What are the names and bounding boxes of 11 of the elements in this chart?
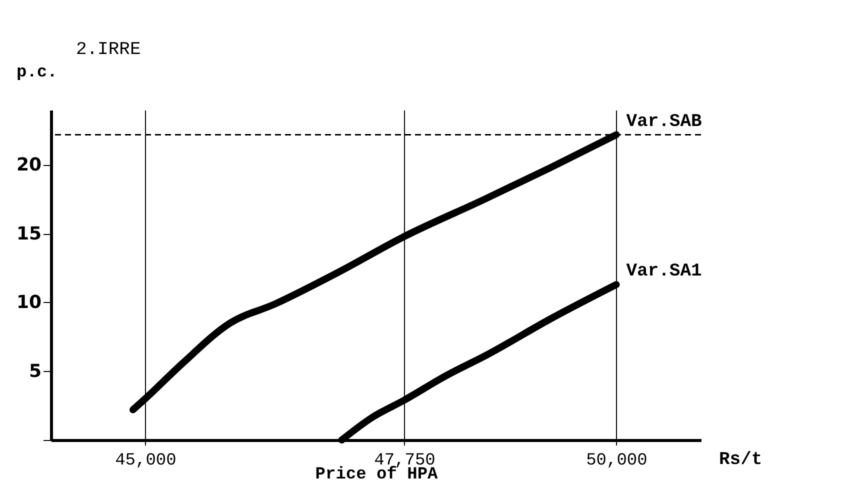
x-tick-label: 45,000 (115, 452, 176, 470)
series-label: Var.SAB (626, 112, 702, 132)
y-tick-label: 10 (16, 292, 42, 313)
y-tick-label: 15 (16, 223, 42, 244)
y-axis-title: p.c. (16, 64, 58, 82)
x-tick-label: 50,000 (586, 452, 648, 470)
chart-title: 2.IRRE (76, 40, 141, 60)
y-tick-label: 5 (28, 360, 42, 382)
y-tick-label: 20 (16, 154, 42, 176)
text: Rs/t (719, 450, 762, 470)
series-label: Var.SA1 (626, 262, 702, 282)
